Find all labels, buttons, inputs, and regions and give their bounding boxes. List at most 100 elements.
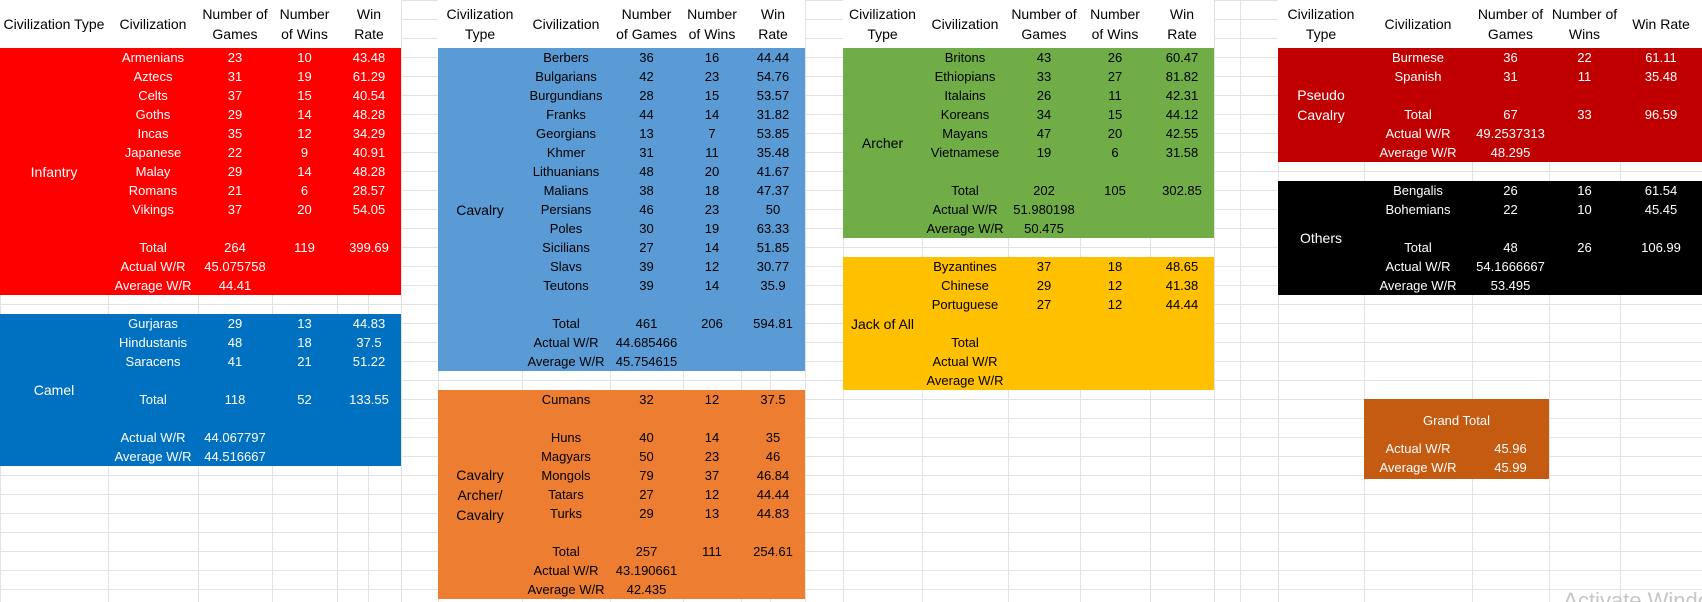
games-cell[interactable]: 13 [639,126,654,141]
win-rate-cell[interactable]: 47.37 [756,183,790,198]
games-cell[interactable]: 27 [639,487,654,502]
games-cell[interactable]: 45.075758 [204,259,266,274]
games-cell[interactable]: 31 [1503,69,1518,84]
civilization-cell[interactable]: Actual W/R [1385,259,1451,274]
header-cell-type[interactable]: Civilization Type [446,6,514,42]
civilization-cell[interactable]: Lithuanians [532,164,600,179]
grand-actual-value[interactable]: 45.96 [1494,441,1527,456]
civilization-cell[interactable]: Average W/R [1379,278,1457,293]
win-rate-cell[interactable]: 31.58 [1165,145,1199,160]
civilization-cell[interactable]: Italains [944,88,986,103]
games-cell[interactable]: 21 [227,183,243,198]
wins-cell[interactable]: 10 [297,50,312,65]
header-cell-type[interactable]: Civilization Type [849,6,916,42]
win-rate-cell[interactable]: 43.48 [352,50,386,65]
civilization-cell[interactable]: Average W/R [926,373,1004,388]
civilization-cell[interactable]: Armenians [121,50,185,65]
games-cell[interactable]: 29 [639,506,654,521]
wins-cell[interactable]: 206 [701,316,723,331]
win-rate-cell[interactable]: 28.57 [352,183,386,198]
wins-cell[interactable]: 14 [297,107,312,122]
wins-cell[interactable]: 13 [297,316,312,331]
win-rate-cell[interactable]: 46.84 [756,468,790,483]
wins-cell[interactable]: 27 [1107,69,1123,84]
win-rate-cell[interactable]: 302.85 [1162,183,1202,198]
games-cell[interactable]: 29 [227,164,243,179]
header-cell-wins[interactable]: Number of Wins [1551,6,1618,42]
games-cell[interactable]: 19 [1036,145,1052,160]
wins-cell[interactable]: 7 [708,126,716,141]
games-cell[interactable]: 32 [639,392,654,407]
win-rate-cell[interactable]: 63.33 [756,221,790,236]
civilization-cell[interactable]: Total [139,240,167,255]
win-rate-cell[interactable]: 44.83 [756,506,790,521]
header-cell-type[interactable]: Civilization Type [1287,6,1355,42]
civilization-type-label[interactable]: Cavalry [456,201,504,218]
wins-cell[interactable]: 20 [1107,126,1123,141]
games-cell[interactable]: 264 [224,240,246,255]
civilization-cell[interactable]: Actual W/R [120,259,186,274]
civilization-cell[interactable]: Britons [944,50,986,65]
games-cell[interactable]: 29 [227,107,243,122]
civilization-cell[interactable]: Mongols [541,468,591,483]
civilization-type-label[interactable]: Cavalry Archer/ Cavalry [456,466,504,523]
wins-cell[interactable]: 111 [702,544,722,559]
win-rate-cell[interactable]: 41.38 [1165,278,1199,293]
wins-cell[interactable]: 9 [300,145,309,160]
wins-cell[interactable]: 6 [1111,145,1119,160]
civilization-cell[interactable]: Franks [546,107,586,122]
civilization-cell[interactable]: Mayans [942,126,988,141]
win-rate-cell[interactable]: 53.85 [756,126,790,141]
games-cell[interactable]: 37 [227,202,243,217]
wins-cell[interactable]: 21 [297,354,312,369]
wins-cell[interactable]: 13 [704,506,720,521]
games-cell[interactable]: 50.475 [1024,221,1064,236]
civilization-cell[interactable]: Ethiopians [934,69,996,84]
civilization-cell[interactable]: Actual W/R [1385,126,1451,141]
win-rate-cell[interactable]: 61.54 [1644,183,1678,198]
grand-average-value[interactable]: 45.99 [1494,460,1527,475]
civilization-cell[interactable]: Actual W/R [932,354,998,369]
win-rate-cell[interactable]: 399.69 [349,240,389,255]
wins-cell[interactable]: 23 [704,69,720,84]
wins-cell[interactable]: 15 [1107,107,1123,122]
header-cell-wins[interactable]: Number of Wins [687,6,737,42]
win-rate-cell[interactable]: 61.11 [1645,50,1677,65]
wins-cell[interactable]: 12 [704,259,720,274]
games-cell[interactable]: 46 [639,202,654,217]
games-cell[interactable]: 54.1666667 [1476,259,1545,274]
win-rate-cell[interactable]: 53.57 [756,88,790,103]
header-cell-wins[interactable]: Number of Wins [279,6,330,42]
civilization-cell[interactable]: Bohemians [1385,202,1451,217]
civilization-cell[interactable]: Burgundians [529,88,603,103]
wins-cell[interactable]: 18 [704,183,720,198]
wins-cell[interactable]: 23 [704,449,720,464]
civilization-cell[interactable]: Cumans [541,392,591,407]
games-cell[interactable]: 48.295 [1490,145,1531,160]
win-rate-cell[interactable]: 37.5 [760,392,786,407]
header-cell-rate[interactable]: Win Rate [1632,16,1690,32]
win-rate-cell[interactable]: 106.99 [1641,240,1681,255]
games-cell[interactable]: 257 [635,544,658,559]
civilization-cell[interactable]: Total [552,316,580,331]
civilization-cell[interactable]: Poles [549,221,583,236]
games-cell[interactable]: 42 [639,69,654,84]
wins-cell[interactable]: 14 [297,164,312,179]
civilization-cell[interactable]: Saracens [125,354,181,369]
civilization-cell[interactable]: Average W/R [1379,145,1457,160]
civilization-cell[interactable]: Georgians [536,126,596,141]
wins-cell[interactable]: 14 [704,430,720,445]
games-cell[interactable]: 79 [639,468,654,483]
wins-cell[interactable]: 11 [705,145,719,160]
wins-cell[interactable]: 11 [1108,88,1122,103]
civilization-type-label[interactable]: Pseudo Cavalry [1297,87,1345,123]
win-rate-cell[interactable]: 45.45 [1644,202,1678,217]
wins-cell[interactable]: 37 [704,468,720,483]
civilization-cell[interactable]: Total [139,392,167,407]
header-cell-rate[interactable]: Win Rate [758,6,788,42]
games-cell[interactable]: 30 [639,221,654,236]
wins-cell[interactable]: 12 [1107,278,1123,293]
games-cell[interactable]: 44.516667 [204,449,266,464]
civilization-type-label[interactable]: Infantry [30,163,78,180]
wins-cell[interactable]: 20 [297,202,312,217]
